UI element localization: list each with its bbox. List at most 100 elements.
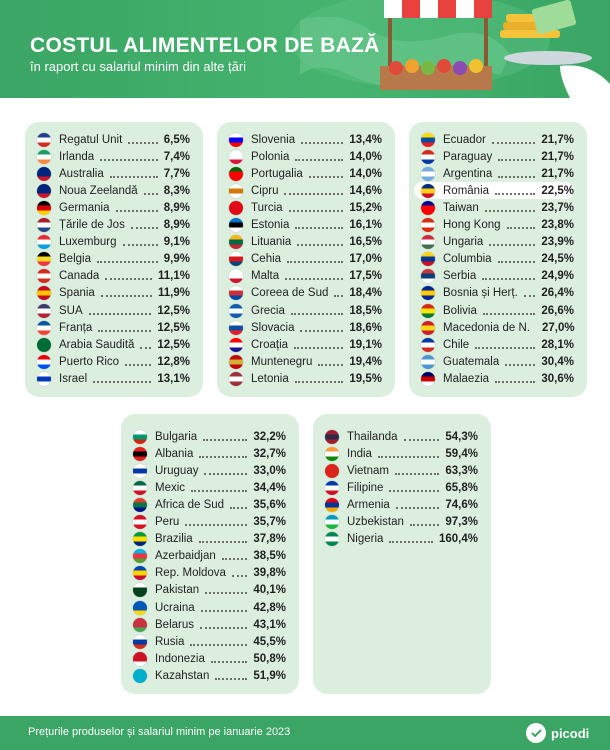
flag-icon	[325, 515, 339, 529]
dot-leader	[88, 307, 152, 315]
flag-icon	[421, 286, 435, 301]
page-subtitle: în raport cu salariul minim din alte țăr…	[30, 59, 247, 74]
table-row: Spania 11,9%	[30, 285, 190, 302]
table-row: Portugalia 14,0%	[222, 165, 382, 182]
picodi-logo: picodi	[526, 723, 589, 743]
table-row: Brazilia 37,8%	[126, 531, 286, 548]
cost-value: 51,9%	[253, 669, 286, 682]
flag-icon	[421, 166, 435, 181]
footer-bar: Prețurile produselor și salariul minim p…	[0, 716, 610, 750]
country-name: Uruguay	[155, 464, 199, 477]
cost-value: 12,5%	[157, 304, 190, 317]
table-row: Croația 19,1%	[222, 336, 382, 353]
flag-icon	[421, 235, 435, 250]
flag-icon	[133, 651, 147, 666]
country-name: Slovacia	[251, 321, 295, 334]
country-name: Puerto Rico	[59, 355, 120, 368]
flag-icon	[421, 371, 435, 386]
country-name: Albania	[155, 447, 194, 460]
dot-leader	[288, 204, 344, 212]
dot-leader	[334, 289, 344, 298]
country-name: Muntenegru	[251, 355, 313, 368]
cost-value: 32,7%	[253, 447, 286, 460]
dot-leader	[495, 187, 536, 195]
dot-leader	[498, 170, 536, 178]
country-name: Peru	[155, 516, 180, 528]
flag-icon	[229, 354, 243, 369]
flag-icon	[37, 235, 51, 250]
country-name: Macedonia de N.	[443, 321, 530, 334]
table-row: SUA 12,5%	[30, 302, 190, 319]
cost-value: 63,3%	[445, 464, 478, 477]
dot-leader	[300, 324, 344, 332]
flag-icon	[229, 149, 243, 164]
table-row: Bolivia 26,6%	[414, 302, 574, 319]
flag-icon	[37, 320, 51, 335]
dot-leader	[231, 569, 248, 578]
table-row: Columbia 24,5%	[414, 251, 574, 268]
country-name: Israel	[59, 372, 88, 385]
table-row: Ungaria 23,9%	[414, 234, 574, 251]
dot-leader	[295, 221, 344, 229]
cost-value: 33,0%	[253, 464, 286, 477]
market-stall-illustration	[290, 0, 610, 98]
table-row: Australia 7,7%	[30, 165, 190, 182]
flag-icon	[133, 583, 147, 598]
dot-leader	[403, 433, 440, 441]
table-row: Peru 35,7%	[126, 514, 286, 531]
dot-leader	[204, 467, 248, 475]
table-row: Canada 11,1%	[30, 268, 190, 285]
cost-value: 22,5%	[541, 184, 574, 197]
table-row: Armenia 74,6%	[318, 496, 478, 513]
country-name: Serbia	[443, 270, 477, 283]
dot-leader	[96, 255, 158, 264]
country-name: Hong Kong	[443, 219, 501, 231]
flag-icon	[37, 337, 51, 352]
country-name: Belarus	[155, 618, 194, 631]
cost-value: 59,4%	[445, 447, 478, 460]
table-row: Uruguay 33,0%	[126, 462, 286, 479]
flag-icon	[421, 218, 435, 232]
cost-value: 16,1%	[349, 219, 382, 231]
country-name: India	[347, 447, 372, 460]
flag-icon	[229, 269, 243, 284]
table-row: Turcia 15,2%	[222, 199, 382, 216]
table-row: Bulgaria 32,2%	[126, 428, 286, 445]
table-row: Kazahstan 51,9%	[126, 667, 286, 684]
dot-leader	[297, 238, 344, 247]
country-name: Azerbaidjan	[155, 550, 216, 563]
country-name: Arabia Saudită	[59, 338, 135, 351]
country-name: Mexic	[155, 481, 186, 494]
cost-value: 19,1%	[349, 338, 382, 351]
page-title: COSTUL ALIMENTELOR DE BAZĂ	[30, 34, 380, 57]
cost-value: 35,7%	[253, 516, 286, 528]
dot-leader	[294, 341, 344, 349]
dot-leader	[395, 501, 440, 509]
country-name: Brazilia	[155, 533, 193, 546]
cost-value: 54,3%	[445, 430, 478, 443]
dot-leader	[287, 255, 344, 264]
cost-value: 30,6%	[541, 372, 574, 385]
flag-icon	[37, 354, 51, 369]
cost-value: 8,3%	[163, 184, 190, 197]
table-row: Coreea de Sud 18,4%	[222, 285, 382, 302]
table-row: Rusia 45,5%	[126, 633, 286, 650]
country-name: Bulgaria	[155, 430, 198, 443]
flag-icon	[421, 132, 435, 147]
table-row: Irlanda 7,4%	[30, 148, 190, 165]
table-row: Azerbaidjan 38,5%	[126, 548, 286, 565]
cost-value: 7,7%	[163, 167, 190, 180]
country-name: Malaezia	[443, 372, 490, 385]
country-name: Lituania	[251, 236, 292, 249]
logo-mark-icon	[526, 723, 546, 743]
flag-icon	[37, 218, 51, 232]
table-row: Bosnia și Herț. 26,4%	[414, 285, 574, 302]
flag-icon	[229, 235, 243, 250]
flag-icon	[229, 320, 243, 335]
dot-leader	[482, 307, 536, 315]
table-row: Cipru 14,6%	[222, 182, 382, 199]
table-row: Țările de Jos 8,9%	[30, 217, 190, 234]
dot-leader	[394, 467, 440, 475]
country-name: Canada	[59, 270, 100, 283]
table-row: Hong Kong 23,8%	[414, 217, 574, 234]
